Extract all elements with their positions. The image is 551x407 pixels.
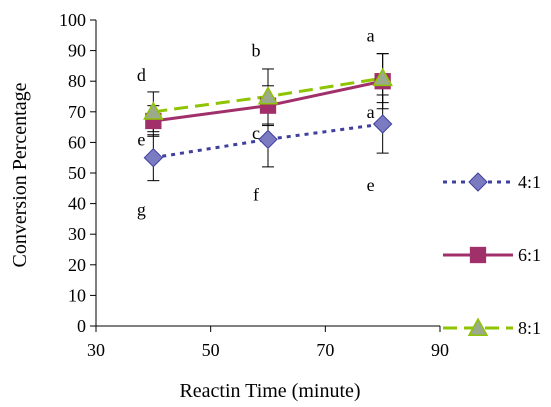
legend-label-6-1: 6:1 bbox=[518, 245, 541, 265]
y-tick-label: 60 bbox=[68, 132, 86, 152]
x-tick-label: 90 bbox=[431, 340, 449, 360]
axes: 0 10 20 30 40 50 60 70 80 90 100 30 50 70 90 bbox=[59, 10, 449, 360]
y-tick-label: 0 bbox=[77, 316, 86, 336]
legend-marker-8-1 bbox=[467, 317, 489, 336]
data-point-8-1 bbox=[143, 101, 164, 120]
significance-letter: d bbox=[137, 65, 146, 85]
legend-label-4-1: 4:1 bbox=[518, 172, 541, 192]
significance-letter: e bbox=[367, 175, 375, 195]
annotations: d e g b c f a a e bbox=[137, 25, 375, 219]
y-tick-label: 40 bbox=[68, 194, 86, 214]
x-axis-title: Reactin Time (minute) bbox=[179, 380, 360, 402]
y-tick-label: 30 bbox=[68, 224, 86, 244]
y-tick-label: 70 bbox=[68, 102, 86, 122]
significance-letter: c bbox=[252, 123, 260, 143]
significance-letter: a bbox=[367, 102, 375, 122]
series-line-4-1 bbox=[153, 122, 383, 160]
legend-marker-6-1 bbox=[469, 246, 487, 264]
x-tick-label: 50 bbox=[202, 340, 220, 360]
significance-letter: e bbox=[137, 129, 145, 149]
y-axis-title: Conversion Percentage bbox=[9, 82, 31, 267]
data-point-4-1 bbox=[143, 147, 164, 168]
y-tick-label: 20 bbox=[68, 255, 86, 275]
y-tick-label: 50 bbox=[68, 163, 86, 183]
y-tick-label: 100 bbox=[59, 10, 86, 30]
significance-letter: g bbox=[137, 200, 146, 220]
y-tick-label: 10 bbox=[68, 285, 86, 305]
y-tick-label: 80 bbox=[68, 71, 86, 91]
data-point-4-1 bbox=[258, 129, 278, 150]
y-tick-label: 90 bbox=[68, 41, 86, 61]
x-tick-label: 70 bbox=[316, 340, 334, 360]
significance-letter: a bbox=[367, 25, 375, 45]
significance-letter: b bbox=[252, 41, 261, 61]
significance-letter: f bbox=[253, 184, 259, 204]
data-point-8-1 bbox=[257, 85, 279, 105]
legend: 4:1 6:1 8:1 bbox=[443, 172, 541, 338]
series-markers bbox=[143, 67, 393, 168]
legend-marker-4-1 bbox=[468, 172, 488, 192]
legend-label-8-1: 8:1 bbox=[518, 318, 541, 338]
data-point-8-1 bbox=[372, 67, 393, 87]
x-tick-label: 30 bbox=[87, 340, 105, 360]
data-point-4-1 bbox=[372, 114, 393, 134]
